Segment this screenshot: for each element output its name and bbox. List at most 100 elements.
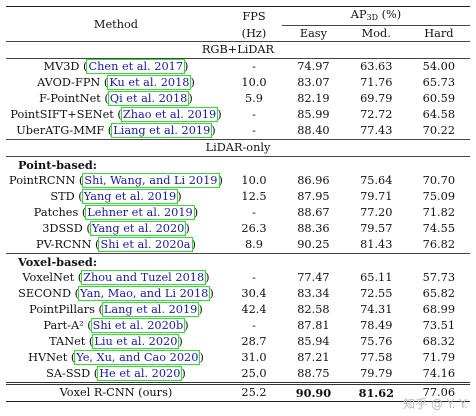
fps-cell: - (252, 319, 256, 332)
fps-cell: 28.7 (241, 335, 267, 348)
easy-cell: 85.99 (297, 108, 330, 121)
fps-cell: 5.9 (245, 92, 263, 105)
easy-cell: 90.25 (297, 238, 330, 251)
mod-cell: 75.76 (360, 335, 393, 348)
hard-cell: 74.16 (422, 367, 456, 380)
hard-cell: 74.55 (422, 222, 456, 235)
table-row: UberATG-MMF (Liang et al. 2019) - 88.40 77.… (6, 123, 470, 140)
mod-cell: 65.11 (360, 271, 393, 284)
close-paren: ) (193, 206, 199, 219)
hard-cell: 73.51 (422, 319, 456, 332)
method-cell: HVNet (Ye, Xu, and Cao 2020) (6, 350, 226, 366)
citation-link[interactable]: Lehner et al. 2019 (85, 205, 195, 220)
fps-cell: 8.9 (245, 238, 263, 251)
mod-cell: 81.62 (358, 386, 394, 400)
easy-cell: 82.19 (297, 92, 330, 105)
citation-link[interactable]: Liu et al. 2020 (92, 334, 180, 349)
easy-cell: 88.75 (297, 367, 330, 380)
fps-cell: 12.5 (241, 190, 267, 203)
method-name: STD ( (50, 190, 83, 203)
mod-cell: 79.79 (360, 367, 393, 380)
hard-cell: 60.59 (422, 92, 456, 105)
close-paren: ) (217, 108, 222, 121)
citation-link[interactable]: Ku et al. 2018 (107, 75, 192, 90)
header-method: Method (93, 17, 139, 31)
subsection-voxel-based-label: Voxel-based: (18, 255, 98, 269)
citation-link[interactable]: Liang et al. 2019 (111, 123, 213, 138)
table-row: PointSIFT+SENet (Zhao et al. 2019) - 85.99… (6, 107, 470, 123)
close-paren: ) (199, 351, 204, 364)
method-name: Patches ( (33, 206, 87, 219)
method-name: UberATG-MMF ( (16, 124, 113, 137)
fps-cell: 26.3 (241, 222, 267, 235)
easy-cell: 90.90 (295, 386, 332, 400)
mod-cell: 77.43 (360, 124, 393, 137)
table-row: Patches (Lehner et al. 2019) - 88.67 77.20 7… (6, 205, 470, 221)
fps-cell: - (252, 124, 256, 137)
citation-link[interactable]: Lang et al. 2019 (101, 302, 200, 317)
hard-cell: 68.32 (422, 335, 456, 348)
citation-link[interactable]: Yang et al. 2019 (81, 189, 179, 204)
method-name: Part-A² ( (43, 319, 92, 332)
header-mod: Mod. (344, 25, 408, 42)
easy-cell: 83.07 (297, 76, 330, 89)
fps-cell: 10.0 (241, 76, 267, 89)
mod-cell: 81.43 (360, 238, 393, 251)
citation-link[interactable]: Yang et al. 2020 (89, 221, 187, 236)
citation-link[interactable]: Qi et al. 2018 (107, 91, 190, 106)
method-cell: STD (Yang et al. 2019) (6, 189, 226, 205)
citation-link[interactable]: Yan, Mao, and Li 2018 (78, 286, 211, 301)
close-paren: ) (184, 319, 189, 332)
hard-cell: 71.79 (422, 351, 456, 364)
method-name: 3DSSD ( (42, 222, 91, 235)
citation-link[interactable]: Zhou and Tuzel 2018 (81, 270, 207, 285)
watermark: 知乎 @ Y. Y. (403, 397, 468, 411)
easy-cell: 85.94 (297, 335, 330, 348)
close-paren: ) (181, 367, 186, 380)
close-paren: ) (184, 60, 189, 73)
fps-cell: - (252, 271, 256, 284)
subsection-point-based-label: Point-based: (18, 158, 97, 172)
citation-link[interactable]: Shi, Wang, and Li 2019 (82, 173, 220, 188)
hard-cell: 70.70 (422, 174, 456, 187)
fps-cell: - (252, 108, 256, 121)
citation-link[interactable]: Chen et al. 2017 (86, 59, 186, 74)
citation-link[interactable]: He et al. 2020 (97, 366, 183, 381)
mod-cell: 77.58 (360, 351, 393, 364)
easy-cell: 82.58 (297, 303, 330, 316)
easy-cell: 88.67 (297, 206, 330, 219)
close-paren: ) (188, 92, 193, 105)
close-paren: ) (185, 222, 190, 235)
header-ap-unit: (%) (378, 8, 402, 21)
header-row-2: (Hz) Easy Mod. Hard (6, 25, 470, 42)
table-row: PointPillars (Lang et al. 2019) 42.4 82.58… (6, 302, 470, 318)
close-paren: ) (198, 303, 203, 316)
header-fps: FPS (242, 9, 266, 23)
citation-link[interactable]: Ye, Xu, and Cao 2020 (74, 350, 201, 365)
citation-link[interactable]: Shi et al. 2020a (98, 237, 193, 252)
mod-cell: 78.49 (360, 319, 393, 332)
citation-link[interactable]: Zhao et al. 2019 (120, 107, 219, 122)
close-paren: ) (218, 174, 223, 187)
header-ap-label: AP (350, 8, 367, 21)
easy-cell: 77.47 (297, 271, 330, 284)
citation-link[interactable]: Shi et al. 2020b (90, 318, 186, 333)
mod-cell: 79.57 (360, 222, 393, 235)
hard-cell: 77.06 (422, 386, 456, 399)
close-paren: ) (209, 287, 214, 300)
mod-cell: 79.71 (360, 190, 393, 203)
hard-cell: 64.58 (422, 108, 456, 121)
easy-cell: 86.96 (297, 174, 330, 187)
fps-cell: 42.4 (241, 303, 267, 316)
method-name: HVNet ( (28, 351, 76, 364)
hard-cell: 75.09 (422, 190, 456, 203)
method-name: Voxel R-CNN (ours) (59, 386, 173, 399)
close-paren: ) (205, 271, 210, 284)
table-row: F-PointNet (Qi et al. 2018) 5.9 82.19 69.79… (6, 91, 470, 107)
method-cell: PointRCNN (Shi, Wang, and Li 2019) (6, 173, 226, 189)
easy-cell: 74.97 (297, 60, 330, 73)
table-row: AVOD-FPN (Ku et al. 2018) 10.0 83.07 71.76 6… (6, 75, 470, 91)
mod-cell: 72.72 (360, 108, 393, 121)
fps-cell: 31.0 (241, 351, 267, 364)
